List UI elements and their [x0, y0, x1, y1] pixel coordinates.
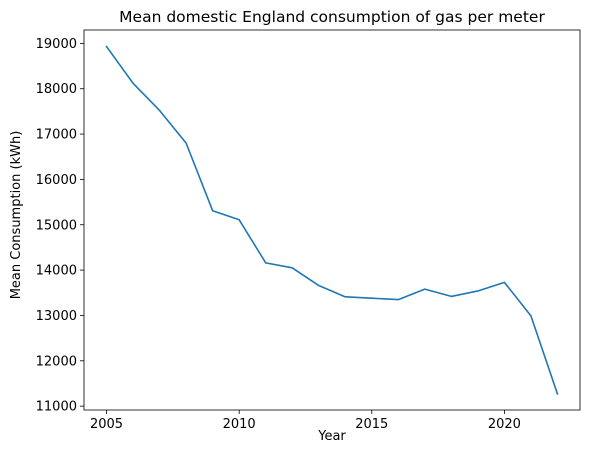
x-tick-label: 2015 [355, 417, 388, 432]
y-tick-label: 18000 [36, 82, 77, 97]
data-point [503, 281, 505, 283]
data-point [211, 210, 213, 212]
data-point [424, 288, 426, 290]
data-point [105, 45, 107, 47]
y-tick-label: 19000 [36, 37, 77, 52]
data-point [556, 393, 558, 395]
data-point [344, 296, 346, 298]
data-point [477, 290, 479, 292]
y-tick-label: 13000 [36, 309, 77, 324]
x-tick-label: 2010 [223, 417, 256, 432]
data-point [397, 298, 399, 300]
chart-title: Mean domestic England consumption of gas… [119, 8, 545, 26]
x-tick-label: 2005 [90, 417, 123, 432]
y-tick-label: 12000 [36, 354, 77, 369]
y-tick-label: 11000 [36, 400, 77, 415]
axes-frame [83, 29, 581, 411]
data-point [264, 262, 266, 264]
data-point [371, 297, 373, 299]
data-point [158, 109, 160, 111]
data-point [291, 267, 293, 269]
data-point [530, 315, 532, 317]
x-axis-label: Year [317, 429, 346, 444]
y-tick-label: 16000 [36, 173, 77, 188]
plot-area: 11000 12000 13000 14000 15000 16000 17000 18000… [36, 29, 581, 432]
series-line [105, 45, 559, 395]
x-tick-label: 2020 [488, 417, 521, 432]
data-point [450, 295, 452, 297]
data-point [318, 284, 320, 286]
y-tick-label: 17000 [36, 128, 77, 143]
y-tick-label: 14000 [36, 264, 77, 279]
y-axis-label: Mean Consumption (kWh) [9, 131, 24, 300]
data-point [185, 142, 187, 144]
data-point [132, 82, 134, 84]
y-tick-label: 15000 [36, 218, 77, 233]
data-point [238, 219, 240, 221]
